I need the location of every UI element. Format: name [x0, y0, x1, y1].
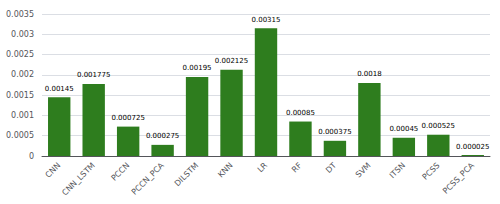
svg-text:RF: RF — [290, 161, 304, 175]
svg-text:0.0025: 0.0025 — [6, 50, 34, 59]
svg-text:0.003: 0.003 — [11, 30, 34, 39]
svg-text:0.000525: 0.000525 — [422, 122, 455, 130]
svg-text:0.00045: 0.00045 — [389, 125, 418, 133]
svg-text:PCCN_PCA: PCCN_PCA — [130, 160, 166, 196]
svg-text:0.002: 0.002 — [11, 70, 34, 79]
svg-text:0: 0 — [29, 152, 34, 161]
svg-text:ITSN: ITSN — [388, 161, 407, 180]
svg-text:0.00145: 0.00145 — [45, 85, 74, 93]
svg-text:0.0005: 0.0005 — [6, 131, 34, 140]
svg-text:0.000725: 0.000725 — [111, 114, 144, 122]
svg-text:0.001775: 0.001775 — [77, 71, 110, 79]
svg-text:PCSS_PCA: PCSS_PCA — [441, 160, 476, 195]
svg-text:0.00315: 0.00315 — [252, 16, 281, 24]
svg-text:0.000375: 0.000375 — [318, 128, 351, 136]
svg-text:0.0035: 0.0035 — [6, 10, 34, 19]
svg-text:CNN: CNN — [44, 161, 63, 180]
svg-text:DILSTM: DILSTM — [173, 161, 201, 189]
svg-text:SVM: SVM — [354, 161, 373, 180]
svg-text:0.0015: 0.0015 — [6, 91, 34, 100]
svg-text:0.000275: 0.000275 — [146, 132, 179, 140]
svg-text:PCCN: PCCN — [109, 161, 131, 183]
svg-text:LR: LR — [256, 161, 270, 175]
svg-text:DT: DT — [324, 161, 338, 175]
svg-text:0.00085: 0.00085 — [286, 109, 315, 117]
svg-text:KNN: KNN — [216, 161, 235, 180]
svg-text:0.001: 0.001 — [11, 111, 34, 120]
svg-text:0.002125: 0.002125 — [215, 57, 248, 65]
svg-text:CNN_LSTM: CNN_LSTM — [60, 161, 97, 198]
svg-text:0.0018: 0.0018 — [357, 70, 382, 78]
svg-text:PCSS: PCSS — [421, 161, 442, 182]
svg-text:0.00195: 0.00195 — [183, 64, 212, 72]
svg-text:0.000025: 0.000025 — [456, 143, 489, 151]
